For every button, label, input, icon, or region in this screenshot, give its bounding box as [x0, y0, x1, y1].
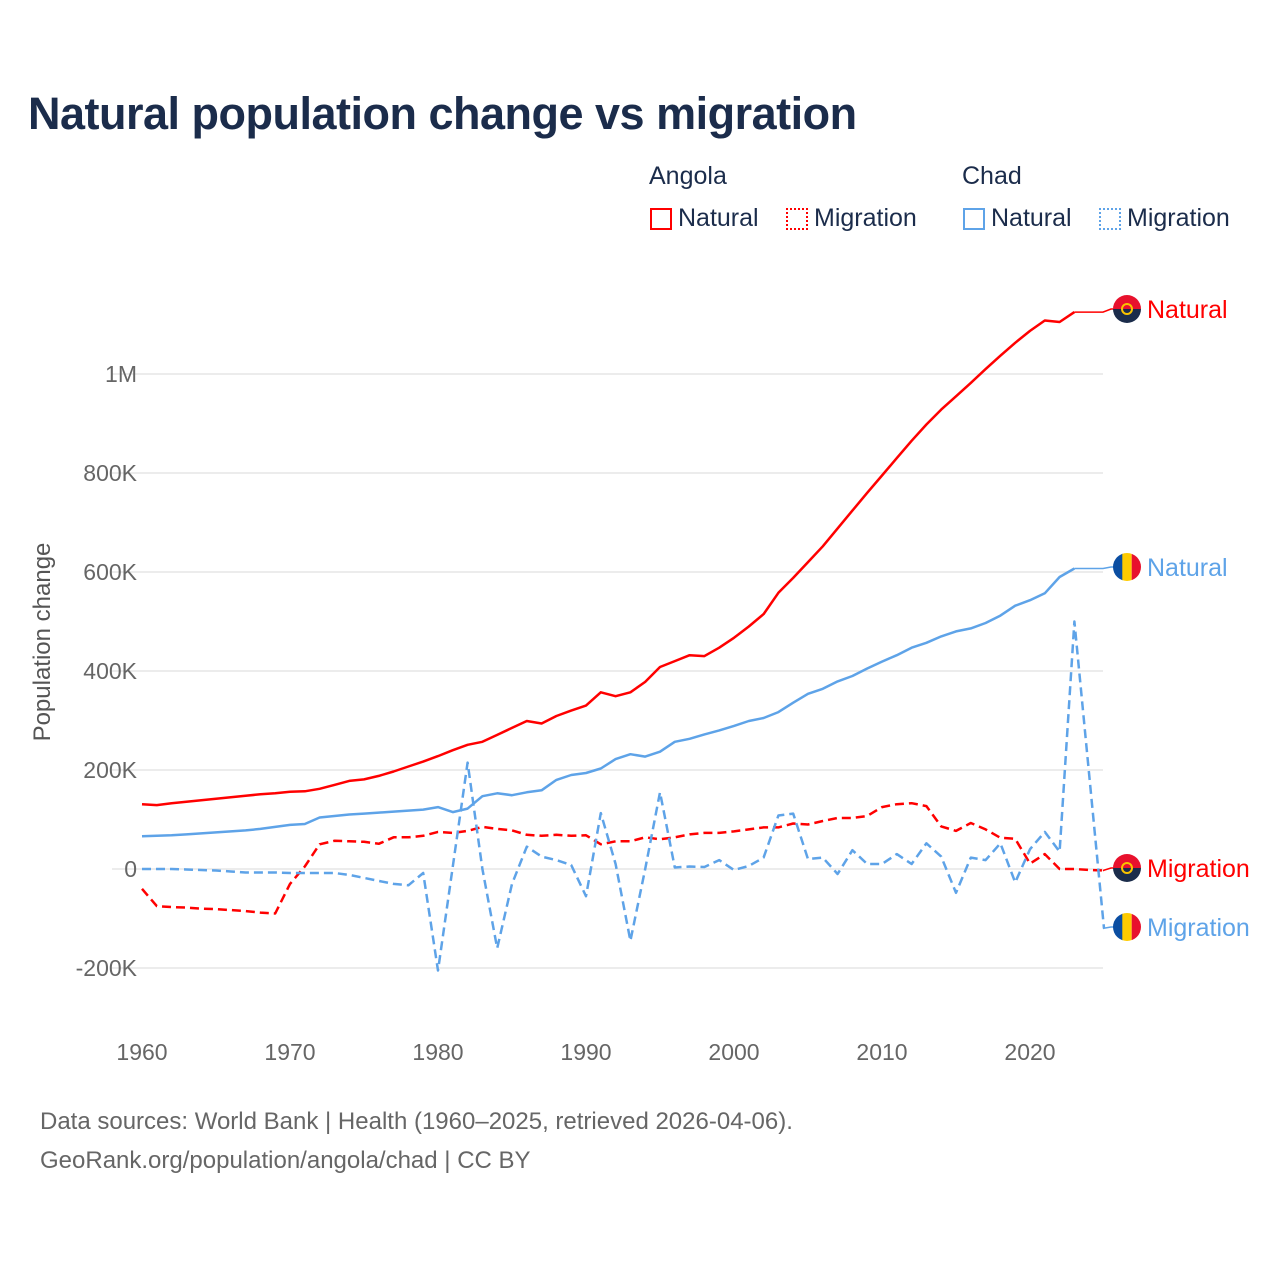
angola-flag-icon [1113, 295, 1141, 323]
flag-stripe [1113, 854, 1141, 868]
label-connector [1074, 308, 1118, 313]
flag-stripe [1113, 553, 1123, 581]
x-tick-label: 2020 [1004, 1039, 1055, 1065]
label-connector [1074, 566, 1118, 570]
flag-stripe [1131, 553, 1141, 581]
legend-label: Migration [814, 204, 917, 232]
footer-link[interactable]: GeoRank.org/population/angola/chad | CC … [40, 1147, 531, 1174]
end-label: Migration [1147, 914, 1250, 942]
y-tick-label: 400K [83, 658, 137, 684]
x-tick-label: 1970 [264, 1039, 315, 1065]
footer-sources: Data sources: World Bank | Health (1960–… [40, 1108, 793, 1135]
flag-stripe [1113, 295, 1141, 309]
x-tick-label: 2000 [708, 1039, 759, 1065]
dotted-line-swatch-icon [1099, 207, 1121, 230]
end-label: Migration [1147, 855, 1250, 883]
solid-line-swatch-icon [650, 207, 672, 230]
flag-stripe [1113, 913, 1123, 941]
x-tick-label: 1980 [412, 1039, 463, 1065]
end-label: Natural [1147, 554, 1228, 582]
flag-stripe [1113, 309, 1141, 323]
y-axis-label: Population change [29, 543, 56, 742]
x-tick-label: 1990 [560, 1039, 611, 1065]
flag-stripe [1122, 913, 1132, 941]
x-tick-label: 2010 [856, 1039, 907, 1065]
flag-stripe [1131, 913, 1141, 941]
y-tick-label: 800K [83, 460, 137, 486]
legend-angola-natural[interactable]: Natural [650, 204, 759, 233]
flag-stripe [1113, 868, 1141, 882]
series-line-chad-migration [142, 620, 1106, 972]
y-tick-label: 200K [83, 757, 137, 783]
series-line-angola-migration [141, 801, 1105, 915]
x-tick-label: 1960 [116, 1039, 167, 1065]
chad-flag-icon [1113, 553, 1141, 581]
end-label: Natural [1147, 296, 1228, 324]
angola-flag-icon [1113, 854, 1141, 882]
y-tick-label: -200K [76, 955, 138, 981]
legend-chad-migration[interactable]: Migration [1099, 204, 1230, 233]
dotted-line-swatch-icon [786, 207, 808, 230]
legend-label: Migration [1127, 204, 1230, 232]
chart-title: Natural population change vs migration [28, 88, 857, 139]
y-tick-label: 0 [124, 856, 137, 882]
flag-stripe [1122, 553, 1132, 581]
legend-group-chad: Chad [962, 162, 1022, 190]
series-line-chad-natural [141, 567, 1076, 838]
flag-emblem [1121, 862, 1133, 874]
series-line-angola-natural [141, 311, 1076, 807]
solid-line-swatch-icon [963, 207, 985, 230]
legend-group-angola: Angola [649, 162, 727, 190]
flag-emblem [1121, 303, 1133, 315]
legend-chad-natural[interactable]: Natural [963, 204, 1072, 233]
legend-label: Natural [678, 204, 759, 232]
legend-label: Natural [991, 204, 1072, 232]
y-tick-label: 600K [83, 559, 137, 585]
chad-flag-icon [1113, 913, 1141, 941]
legend-angola-migration[interactable]: Migration [786, 204, 917, 233]
y-tick-label: 1M [105, 361, 137, 387]
